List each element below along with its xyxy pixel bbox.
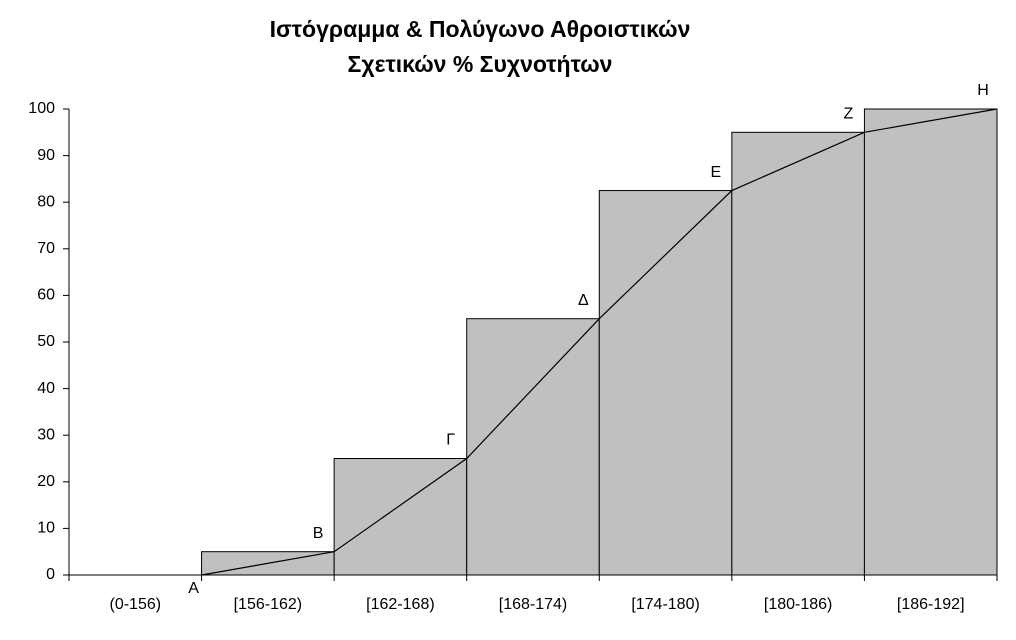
point-label: Η bbox=[977, 82, 989, 99]
x-tick-label: (0-156) bbox=[109, 596, 161, 613]
y-tick-label: 90 bbox=[37, 147, 55, 164]
x-tick-label: [186-192] bbox=[897, 596, 965, 613]
point-label: Α bbox=[188, 580, 199, 597]
chart-title: Σχετικών % Συχνοτήτων bbox=[348, 51, 613, 77]
x-tick-label: [174-180) bbox=[631, 596, 700, 613]
x-tick-label: [162-168) bbox=[366, 596, 435, 613]
point-label: Γ bbox=[446, 432, 455, 449]
y-tick-label: 0 bbox=[46, 566, 55, 583]
bar bbox=[731, 131, 865, 576]
chart-title: Ιστόγραμμα & Πολύγωνο Αθροιστικών bbox=[270, 16, 691, 42]
bar bbox=[598, 190, 733, 576]
point-label: Δ bbox=[578, 292, 589, 309]
y-tick-label: 20 bbox=[37, 473, 55, 490]
y-tick-label: 70 bbox=[37, 240, 55, 257]
y-tick-label: 10 bbox=[37, 520, 55, 537]
y-tick-label: 100 bbox=[28, 100, 55, 117]
y-tick-label: 30 bbox=[37, 426, 55, 443]
x-tick-label: [156-162) bbox=[234, 596, 303, 613]
point-label: Β bbox=[313, 525, 324, 542]
point-label: Ζ bbox=[844, 106, 854, 123]
x-tick-label: [168-174) bbox=[499, 596, 568, 613]
polygon-line bbox=[201, 108, 998, 576]
x-tick-label: [180-186) bbox=[764, 596, 833, 613]
y-tick-label: 80 bbox=[37, 193, 55, 210]
y-tick-label: 40 bbox=[37, 380, 55, 397]
y-tick-label: 60 bbox=[37, 287, 55, 304]
bar bbox=[863, 108, 998, 576]
bar bbox=[333, 458, 468, 576]
point-label: Ε bbox=[711, 164, 722, 181]
y-tick-label: 50 bbox=[37, 333, 55, 350]
bar bbox=[466, 318, 600, 576]
